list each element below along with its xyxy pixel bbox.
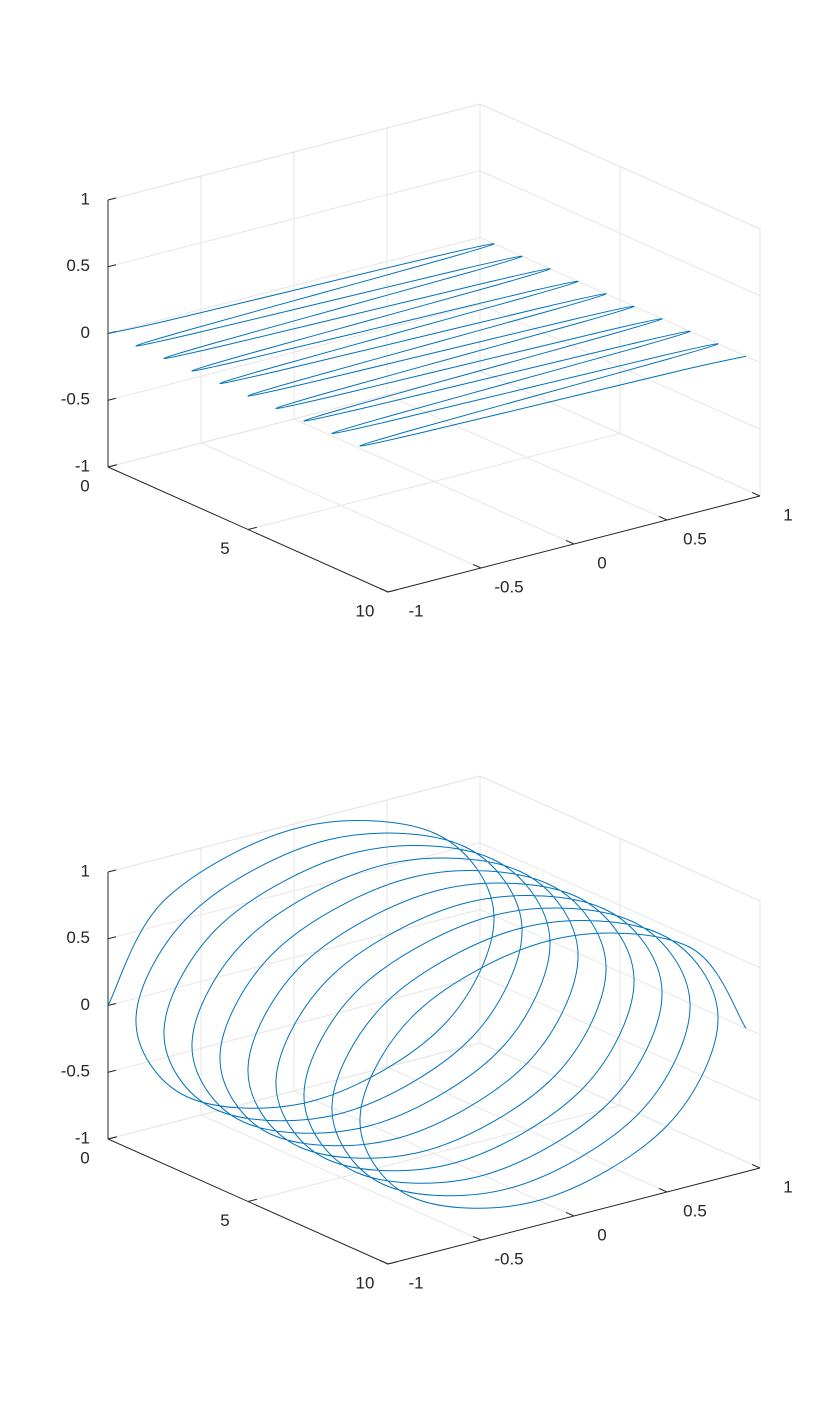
x-tick-label: 10 (356, 1273, 375, 1292)
y-tick-label: 0 (597, 1225, 606, 1244)
x-tick-label: 5 (220, 539, 229, 558)
tick-mark (107, 1136, 118, 1140)
z-tick-label: 1 (81, 861, 90, 880)
z-tick-label: -1 (75, 456, 90, 475)
y-tick-label: 1 (783, 505, 792, 524)
y-tick-label: 0 (597, 553, 606, 572)
y-tick-label: -0.5 (494, 1249, 523, 1268)
tick-mark (387, 589, 398, 593)
grid-line (107, 1042, 481, 1140)
y-tick-label: -1 (408, 601, 423, 620)
x-tick-label: 0 (80, 476, 89, 495)
tick-mark (565, 1211, 575, 1217)
tick-mark (387, 1261, 398, 1265)
grid-line (247, 433, 621, 530)
z-tick-label: -1 (75, 1128, 90, 1147)
z-tick-label: 0.5 (66, 256, 90, 275)
y-tick-label: 1 (783, 1177, 792, 1196)
tick-mark (658, 1187, 668, 1193)
tick-mark (107, 464, 118, 468)
tick-mark (107, 869, 117, 873)
tick-mark (107, 397, 117, 401)
tick-mark (107, 936, 117, 940)
z-tick-label: 1 (81, 189, 90, 208)
tick-mark (107, 1003, 117, 1006)
x-tick-label: 0 (80, 1148, 89, 1167)
z-tick-label: 0 (81, 323, 90, 342)
tick-mark (379, 587, 389, 593)
y-tick-label: -1 (408, 1273, 423, 1292)
tick-mark (565, 539, 575, 545)
tick-mark (107, 264, 117, 268)
tick-mark (751, 1163, 761, 1169)
tick-mark (472, 1235, 482, 1241)
grid-line (107, 370, 481, 468)
x-tick-label: 5 (220, 1211, 229, 1230)
z-tick-label: 0.5 (66, 928, 90, 947)
tick-mark (247, 526, 258, 530)
tick-mark (751, 491, 761, 497)
y-tick-label: 0.5 (683, 1201, 707, 1220)
grid-line (247, 1105, 621, 1202)
tick-mark (379, 1259, 389, 1265)
z-tick-label: -0.5 (61, 1062, 90, 1081)
y-tick-label: 0.5 (683, 529, 707, 548)
tick-mark (107, 197, 117, 201)
tick-mark (247, 1198, 258, 1202)
tick-mark (472, 563, 482, 569)
x-tick-label: 10 (356, 601, 375, 620)
tick-mark (107, 1069, 117, 1073)
helix-line (107, 820, 747, 1209)
helix-line (107, 243, 747, 447)
tick-mark (658, 515, 668, 521)
z-tick-label: 0 (81, 995, 90, 1014)
z-tick-label: -0.5 (61, 390, 90, 409)
y-tick-label: -0.5 (494, 577, 523, 596)
